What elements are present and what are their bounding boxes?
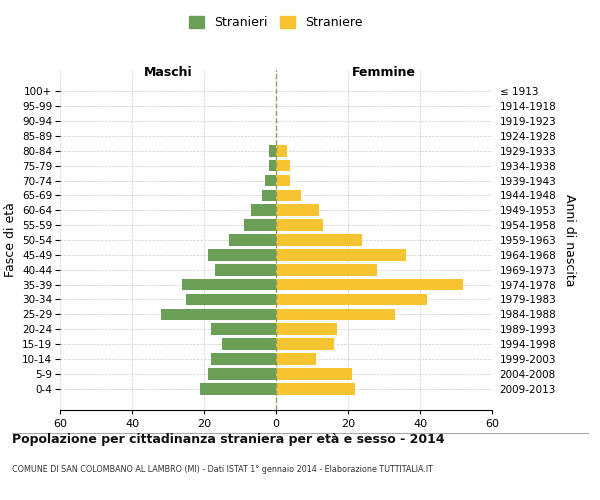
Bar <box>229 234 276 246</box>
Bar <box>215 264 276 276</box>
Bar <box>276 294 427 306</box>
Bar <box>276 234 362 246</box>
Bar <box>200 383 276 394</box>
Bar <box>265 174 276 186</box>
Bar <box>276 174 290 186</box>
Bar <box>251 204 276 216</box>
Bar <box>276 383 355 394</box>
Bar <box>276 338 334 350</box>
Bar <box>182 279 276 290</box>
Bar <box>276 308 395 320</box>
Bar <box>276 264 377 276</box>
Bar <box>262 190 276 201</box>
Bar <box>276 190 301 201</box>
Bar <box>211 353 276 365</box>
Text: Popolazione per cittadinanza straniera per età e sesso - 2014: Popolazione per cittadinanza straniera p… <box>12 432 445 446</box>
Text: Maschi: Maschi <box>143 66 193 80</box>
Text: COMUNE DI SAN COLOMBANO AL LAMBRO (MI) - Dati ISTAT 1° gennaio 2014 - Elaborazio: COMUNE DI SAN COLOMBANO AL LAMBRO (MI) -… <box>12 466 433 474</box>
Bar <box>269 145 276 156</box>
Bar <box>222 338 276 350</box>
Bar <box>208 249 276 260</box>
Bar <box>276 204 319 216</box>
Bar <box>276 353 316 365</box>
Legend: Stranieri, Straniere: Stranieri, Straniere <box>184 11 368 34</box>
Bar <box>208 368 276 380</box>
Bar <box>186 294 276 306</box>
Bar <box>269 160 276 172</box>
Bar <box>276 249 406 260</box>
Bar <box>244 220 276 231</box>
Bar <box>276 220 323 231</box>
Bar <box>276 160 290 172</box>
Bar <box>276 279 463 290</box>
Bar <box>276 145 287 156</box>
Text: Femmine: Femmine <box>352 66 416 80</box>
Bar <box>211 324 276 335</box>
Bar <box>276 324 337 335</box>
Bar <box>276 368 352 380</box>
Y-axis label: Anni di nascita: Anni di nascita <box>563 194 576 286</box>
Bar <box>161 308 276 320</box>
Y-axis label: Fasce di età: Fasce di età <box>4 202 17 278</box>
